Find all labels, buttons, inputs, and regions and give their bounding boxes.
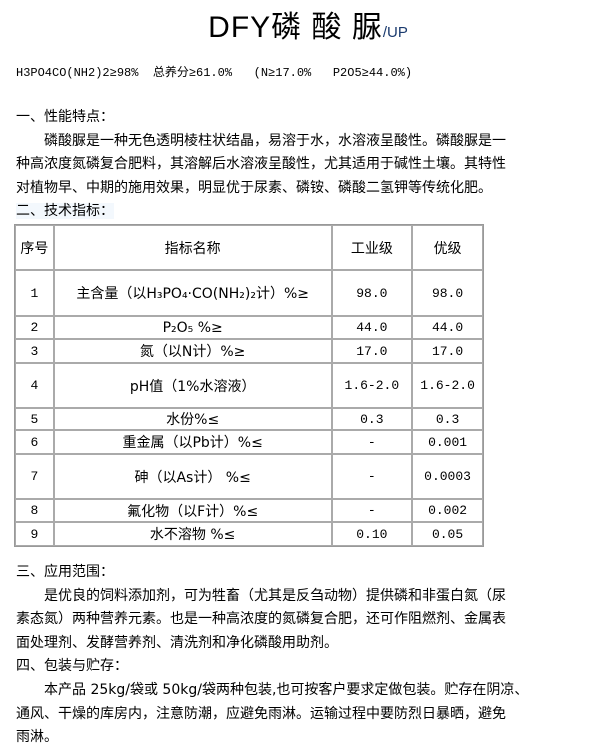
table-row: 5 水份%≤ 0.3 0.3 — [15, 408, 483, 430]
paragraph-line: 磷酸脲是一种无色透明棱柱状结晶，易溶于水，水溶液呈酸性。磷酸脲是一 — [16, 132, 506, 149]
table-cell: 1.6-2.0 — [412, 363, 483, 408]
table-cell: pH值（1%水溶液） — [53, 363, 332, 408]
table-cell: 9 — [15, 522, 54, 546]
spec-table: 序号 指标名称 工业级 优级 1 主含量（以H₃PO₄·CO(NH₂)₂计）%≥ 98.0… — [14, 224, 484, 547]
paragraph-line: 是优良的饲料添加剂，可为牲畜（尤其是反刍动物）提供磷和非蛋白氮（尿 — [16, 587, 506, 604]
section-features: 一、性能特点： 磷酸脲是一种无色透明棱柱状结晶，易溶于水，水溶液呈酸性。磷酸脲是… — [16, 106, 506, 224]
table-header-cell: 指标名称 — [53, 225, 332, 270]
section-heading: 三、应用范围： — [16, 564, 114, 580]
table-row: 9 水不溶物 %≤ 0.10 0.05 — [15, 522, 483, 546]
table-cell: 98.0 — [331, 270, 413, 316]
paragraph-line: 素态氮）两种营养元素。也是一种高浓度的氮磷复合肥，还可作阻燃剂、金属表 — [16, 611, 506, 628]
table-row: 1 主含量（以H₃PO₄·CO(NH₂)₂计）%≥ 98.0 98.0 — [15, 270, 483, 316]
table-cell: 6 — [15, 430, 54, 454]
table-cell: 重金属（以Pb计）%≤ — [53, 430, 332, 454]
table-cell: - — [331, 430, 413, 454]
table-row: 8 氟化物（以F计）%≤ -0.002 — [15, 499, 483, 522]
paragraph-line: 对植物早、中期的施用效果，明显优于尿素、磷铵、磷酸二氢钾等传统化肥。 — [16, 179, 492, 196]
section-heading: 四、包装与贮存： — [16, 658, 128, 675]
table-cell: 44.0 — [412, 316, 483, 339]
paragraph-line: 面处理剂、发酵营养剂、清洗剂和净化磷酸用助剂。 — [16, 634, 338, 651]
table-row: 6 重金属（以Pb计）%≤ -0.001 — [15, 430, 483, 454]
table-cell: 0.3 — [412, 408, 483, 430]
table-header-cell: 优级 — [412, 225, 483, 270]
table-cell: 7 — [15, 454, 54, 499]
table-cell: 1.6-2.0 — [331, 363, 413, 408]
table-cell: 0.3 — [331, 408, 413, 430]
table-cell: 水不溶物 %≤ — [53, 522, 332, 546]
table-cell: P₂O₅ %≥ — [53, 316, 332, 339]
table-cell: 0.001 — [412, 430, 483, 454]
table-header-cell: 序号 — [15, 225, 54, 270]
table-cell: 氮（以N计）%≥ — [53, 339, 332, 363]
table-row: 4 pH值（1%水溶液） 1.6-2.0 1.6-2.0 — [15, 363, 483, 408]
title-main: DFY磷 酸 脲 — [208, 11, 383, 44]
table-cell: 0.002 — [412, 499, 483, 522]
table-cell: 0.10 — [331, 522, 413, 546]
table-cell: 98.0 — [412, 270, 483, 316]
table-header-cell: 工业级 — [331, 225, 413, 270]
table-cell: 44.0 — [331, 316, 413, 339]
table-cell: 8 — [15, 499, 54, 522]
paragraph-line: 本产品 25kg/袋或 50kg/袋两种包装,也可按客户要求定做包装。贮存在阴凉… — [16, 681, 529, 698]
table-cell: 17.0 — [331, 339, 413, 363]
table-cell: 砷（以As计） %≤ — [53, 454, 332, 499]
table-cell: - — [331, 454, 413, 499]
paragraph-line: 种高浓度氮磷复合肥料，其溶解后水溶液呈酸性，尤其适用于碱性土壤。其特性 — [16, 156, 506, 173]
section-application: 三、应用范围： 是优良的饲料添加剂，可为牲畜（尤其是反刍动物）提供磷和非蛋白氮（… — [16, 561, 529, 750]
page-title: DFY磷 酸 脲/UP — [0, 8, 616, 53]
table-cell: 2 — [15, 316, 54, 339]
section-heading: 一、性能特点： — [16, 109, 114, 125]
table-cell: 主含量（以H₃PO₄·CO(NH₂)₂计）%≥ — [53, 270, 332, 316]
table-cell: 3 — [15, 339, 54, 363]
paragraph-line: 通风、干燥的库房内，注意防潮，应避免雨淋。运输过程中要防烈日暴晒，避免 — [16, 705, 506, 722]
table-cell: 4 — [15, 363, 54, 408]
table-row: 7 砷（以As计） %≤ -0.0003 — [15, 454, 483, 499]
formula-line: H3PO4CO(NH2)2≥98% 总养分≥61.0% (N≥17.0% P2O… — [16, 66, 413, 80]
title-suffix: /UP — [382, 24, 408, 41]
section-heading: 二、技术指标： — [16, 203, 114, 220]
table-cell: 17.0 — [412, 339, 483, 363]
table-cell: 氟化物（以F计）%≤ — [53, 499, 332, 522]
table-cell: - — [331, 499, 413, 522]
paragraph-line: 雨淋。 — [16, 729, 58, 746]
table-cell: 0.05 — [412, 522, 483, 546]
table-cell: 水份%≤ — [53, 408, 332, 430]
table-row: 2 P₂O₅ %≥ 44.0 44.0 — [15, 316, 483, 339]
table-cell: 0.0003 — [412, 454, 483, 499]
table-cell: 5 — [15, 408, 54, 430]
table-row: 3 氮（以N计）%≥ 17.0 17.0 — [15, 339, 483, 363]
table-cell: 1 — [15, 270, 54, 316]
